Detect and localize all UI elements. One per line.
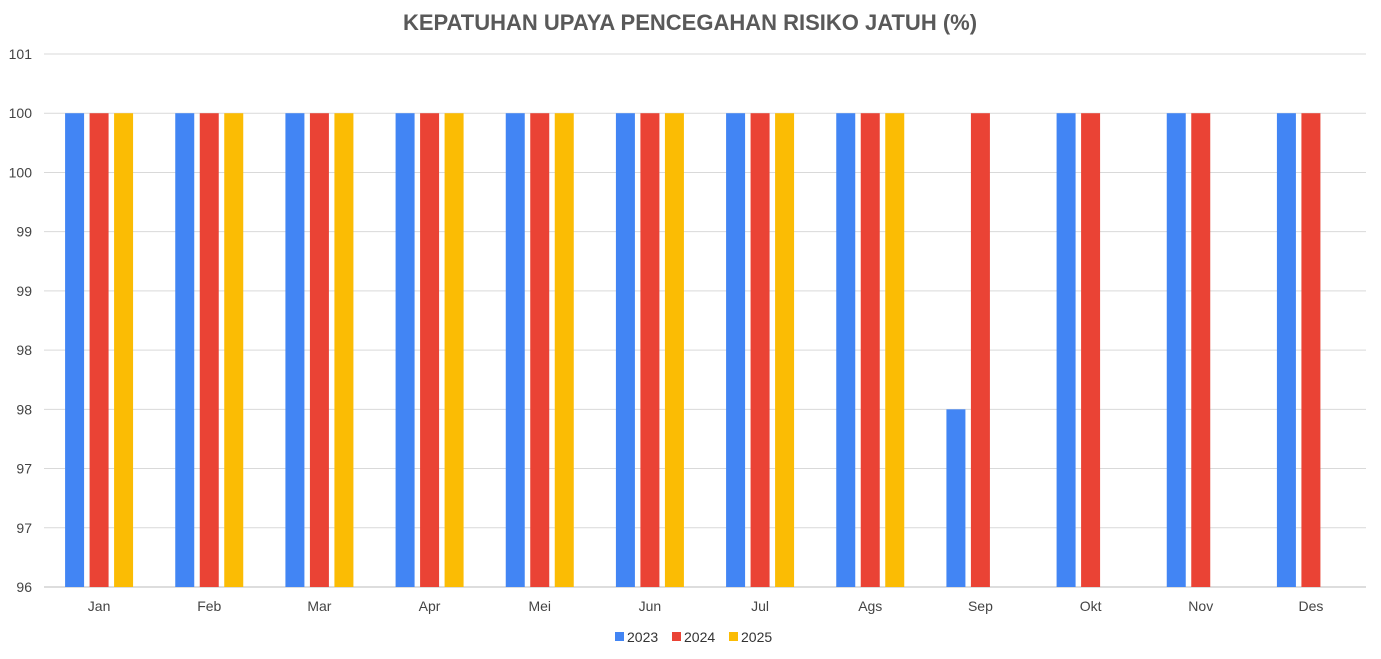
bar-2023-Okt: [1056, 113, 1076, 587]
x-tick-label: Jan: [88, 598, 111, 614]
legend-swatch-2024: [672, 632, 681, 641]
bar-2024-Des: [1301, 113, 1321, 587]
bar-2024-Jul: [750, 113, 770, 587]
y-tick-label: 98: [16, 342, 32, 358]
bar-2024-Feb: [199, 113, 219, 587]
bars: [65, 113, 1321, 587]
legend: 2023 2024 2025: [615, 629, 772, 645]
bar-2025-Jul: [775, 113, 795, 587]
x-tick-label: Apr: [419, 598, 441, 614]
bar-2023-Nov: [1166, 113, 1186, 587]
x-tick-label: Jun: [639, 598, 662, 614]
bar-2024-Jun: [640, 113, 660, 587]
x-tick-label: Mei: [528, 598, 551, 614]
bar-2025-Jan: [114, 113, 134, 587]
bar-2023-Ags: [836, 113, 856, 587]
bar-2024-Jan: [89, 113, 109, 587]
y-tick-label: 97: [16, 520, 32, 536]
gridlines: [44, 53, 1366, 588]
y-tick-label: 99: [16, 283, 32, 299]
x-tick-label: Feb: [197, 598, 221, 614]
bar-2024-Ags: [860, 113, 880, 587]
bar-2024-Nov: [1191, 113, 1211, 587]
bar-2025-Ags: [885, 113, 905, 587]
bar-2023-Mei: [505, 113, 525, 587]
y-tick-label: 99: [16, 224, 32, 240]
y-tick-label: 100: [9, 164, 33, 180]
bar-2025-Jun: [664, 113, 684, 587]
y-tick-label: 96: [16, 579, 32, 595]
bar-2023-Jan: [65, 113, 85, 587]
legend-label-2024: 2024: [684, 629, 715, 645]
bar-2024-Okt: [1081, 113, 1101, 587]
y-tick-label: 97: [16, 461, 32, 477]
bar-2023-Des: [1276, 113, 1296, 587]
x-tick-label: Des: [1298, 598, 1323, 614]
bar-2023-Mar: [285, 113, 305, 587]
chart-title: KEPATUHAN UPAYA PENCEGAHAN RISIKO JATUH …: [403, 10, 977, 35]
x-tick-label: Nov: [1188, 598, 1213, 614]
x-tick-label: Sep: [968, 598, 993, 614]
legend-swatch-2023: [615, 632, 624, 641]
bar-2024-Mei: [530, 113, 550, 587]
bar-2023-Sep: [946, 409, 966, 587]
bar-2025-Mei: [554, 113, 574, 587]
legend-label-2023: 2023: [627, 629, 658, 645]
x-axis: Jan Feb Mar Apr Mei Jun Jul Ags Sep Okt Nov Des: [88, 598, 1324, 614]
y-tick-label: 100: [9, 105, 33, 121]
legend-swatch-2025: [729, 632, 738, 641]
y-tick-label: 101: [9, 46, 33, 62]
x-tick-label: Mar: [307, 598, 331, 614]
bar-2025-Mar: [334, 113, 354, 587]
bar-2023-Jun: [615, 113, 635, 587]
y-axis: 96 97 97 98 98 99 99 100 100 101: [9, 46, 33, 595]
bar-2023-Jul: [726, 113, 746, 587]
bar-2025-Feb: [224, 113, 244, 587]
x-tick-label: Jul: [751, 598, 769, 614]
bar-2024-Sep: [970, 113, 990, 587]
legend-label-2025: 2025: [741, 629, 772, 645]
x-tick-label: Ags: [858, 598, 882, 614]
y-tick-label: 98: [16, 401, 32, 417]
bar-2025-Apr: [444, 113, 464, 587]
bar-2024-Apr: [420, 113, 440, 587]
bar-2024-Mar: [309, 113, 329, 587]
x-tick-label: Okt: [1080, 598, 1102, 614]
bar-2023-Feb: [175, 113, 195, 587]
bar-2023-Apr: [395, 113, 415, 587]
